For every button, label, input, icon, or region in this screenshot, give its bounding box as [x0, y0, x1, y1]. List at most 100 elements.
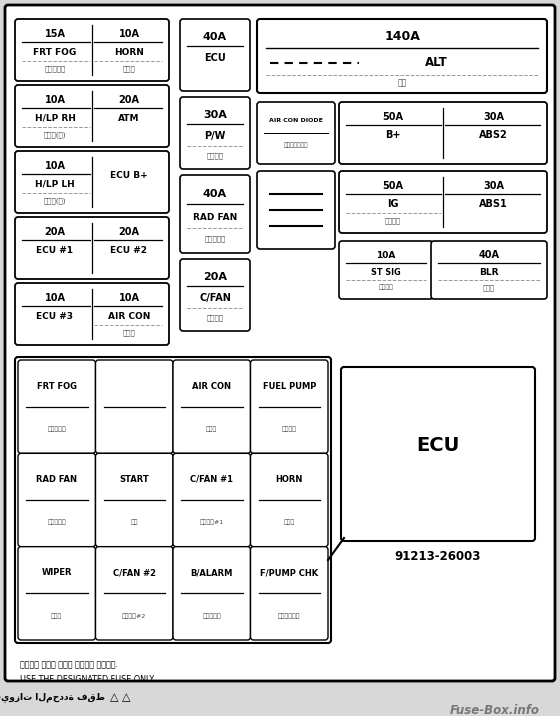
Text: 40A: 40A	[203, 32, 227, 42]
FancyBboxPatch shape	[250, 453, 328, 547]
FancyBboxPatch shape	[339, 102, 547, 164]
FancyBboxPatch shape	[96, 453, 173, 547]
FancyBboxPatch shape	[173, 360, 250, 453]
Text: ECU B+: ECU B+	[110, 171, 148, 180]
Text: 라디에터팬: 라디에터팬	[48, 520, 66, 526]
Text: 전조등(좌): 전조등(좌)	[44, 198, 66, 204]
Text: HORN: HORN	[114, 48, 144, 57]
Text: START: START	[119, 475, 149, 484]
Text: C/FAN: C/FAN	[199, 294, 231, 304]
Text: C/FAN #2: C/FAN #2	[113, 569, 156, 577]
FancyBboxPatch shape	[250, 360, 328, 453]
Text: ECU #2: ECU #2	[110, 246, 147, 255]
Text: ECU: ECU	[416, 436, 460, 455]
Text: 91213-26003: 91213-26003	[395, 549, 481, 563]
Text: HORN: HORN	[276, 475, 303, 484]
Text: 연료펌프점검: 연료펌프점검	[278, 613, 301, 619]
Text: USE THE DESIGNATED FUSE ONLY: USE THE DESIGNATED FUSE ONLY	[20, 675, 154, 684]
Text: ALT: ALT	[424, 57, 447, 69]
Text: H/LP LH: H/LP LH	[35, 180, 75, 189]
Text: 10A: 10A	[119, 294, 139, 304]
Text: 경음기: 경음기	[283, 520, 295, 526]
Text: 도난경보기: 도난경보기	[202, 613, 221, 619]
FancyBboxPatch shape	[15, 357, 331, 643]
FancyBboxPatch shape	[257, 171, 335, 249]
Text: RAD FAN: RAD FAN	[36, 475, 77, 484]
FancyBboxPatch shape	[18, 360, 96, 453]
Text: 경음기: 경음기	[123, 66, 136, 72]
Text: ST SIG: ST SIG	[371, 268, 401, 277]
Text: 40A: 40A	[203, 189, 227, 199]
Text: 10A: 10A	[44, 95, 66, 105]
Text: 블로워: 블로워	[483, 284, 495, 291]
FancyBboxPatch shape	[257, 19, 547, 93]
Text: 콘덴서팬: 콘덴서팬	[207, 314, 223, 321]
FancyBboxPatch shape	[180, 175, 250, 253]
Text: 10A: 10A	[44, 161, 66, 171]
FancyBboxPatch shape	[15, 151, 169, 213]
FancyBboxPatch shape	[173, 453, 250, 547]
FancyBboxPatch shape	[15, 217, 169, 279]
Text: 콘덴서팬#1: 콘덴서팬#1	[200, 520, 224, 526]
Text: 20A: 20A	[119, 95, 139, 105]
FancyBboxPatch shape	[341, 367, 535, 541]
Text: AIR CON: AIR CON	[108, 311, 150, 321]
Text: 와이퍼: 와이퍼	[51, 613, 62, 619]
Text: 30A: 30A	[483, 181, 504, 191]
Text: 시동신호: 시동신호	[379, 285, 394, 291]
FancyBboxPatch shape	[96, 360, 173, 453]
FancyBboxPatch shape	[18, 547, 96, 640]
Text: BLR: BLR	[479, 268, 499, 277]
FancyBboxPatch shape	[339, 241, 433, 299]
Text: 50A: 50A	[382, 112, 403, 122]
Text: B+: B+	[385, 130, 400, 140]
Text: 이그니션: 이그니션	[385, 218, 400, 224]
Text: ABS1: ABS1	[479, 199, 508, 209]
Text: P/W: P/W	[204, 131, 226, 141]
Text: 에어컨: 에어컨	[206, 426, 217, 432]
Text: IG: IG	[387, 199, 398, 209]
Text: ECU: ECU	[204, 53, 226, 63]
Text: AIR CON DIODE: AIR CON DIODE	[269, 118, 323, 123]
FancyBboxPatch shape	[173, 547, 250, 640]
Text: ECU #1: ECU #1	[36, 246, 73, 255]
Text: 15A: 15A	[44, 29, 66, 39]
Text: 20A: 20A	[44, 227, 66, 237]
Text: 시동: 시동	[130, 520, 138, 526]
FancyBboxPatch shape	[96, 547, 173, 640]
Text: FRT FOG: FRT FOG	[37, 382, 77, 391]
Text: WIPER: WIPER	[41, 569, 72, 577]
Text: 전방안개등: 전방안개등	[48, 426, 66, 432]
FancyBboxPatch shape	[250, 547, 328, 640]
FancyBboxPatch shape	[180, 259, 250, 331]
FancyBboxPatch shape	[18, 453, 96, 547]
Text: 에어컨: 에어컨	[123, 330, 136, 337]
Text: ATM: ATM	[118, 114, 140, 122]
Text: 콘덴서팬#2: 콘덴서팬#2	[122, 613, 146, 619]
Text: 30A: 30A	[203, 110, 227, 120]
Text: RAD FAN: RAD FAN	[193, 213, 237, 222]
Text: △ △: △ △	[110, 692, 130, 702]
Text: ABS2: ABS2	[479, 130, 508, 140]
FancyBboxPatch shape	[257, 102, 335, 164]
FancyBboxPatch shape	[5, 5, 555, 681]
Text: 연료펌프: 연료펌프	[282, 426, 297, 432]
FancyBboxPatch shape	[180, 19, 250, 91]
Text: 10A: 10A	[119, 29, 139, 39]
FancyBboxPatch shape	[339, 171, 547, 233]
FancyBboxPatch shape	[180, 97, 250, 169]
FancyBboxPatch shape	[431, 241, 547, 299]
Text: 40A: 40A	[478, 251, 500, 261]
FancyBboxPatch shape	[15, 283, 169, 345]
Text: AIR CON: AIR CON	[192, 382, 231, 391]
Text: 30A: 30A	[483, 112, 504, 122]
Text: FRT FOG: FRT FOG	[34, 48, 77, 57]
Text: FUEL PUMP: FUEL PUMP	[263, 382, 316, 391]
Text: 전원: 전원	[398, 79, 407, 87]
FancyBboxPatch shape	[15, 19, 169, 81]
Text: F/PUMP CHK: F/PUMP CHK	[260, 569, 318, 577]
Text: 20A: 20A	[203, 271, 227, 281]
Text: 라디에터팬: 라디에터팬	[204, 235, 226, 242]
FancyBboxPatch shape	[15, 85, 169, 147]
Text: 10A: 10A	[376, 251, 396, 260]
